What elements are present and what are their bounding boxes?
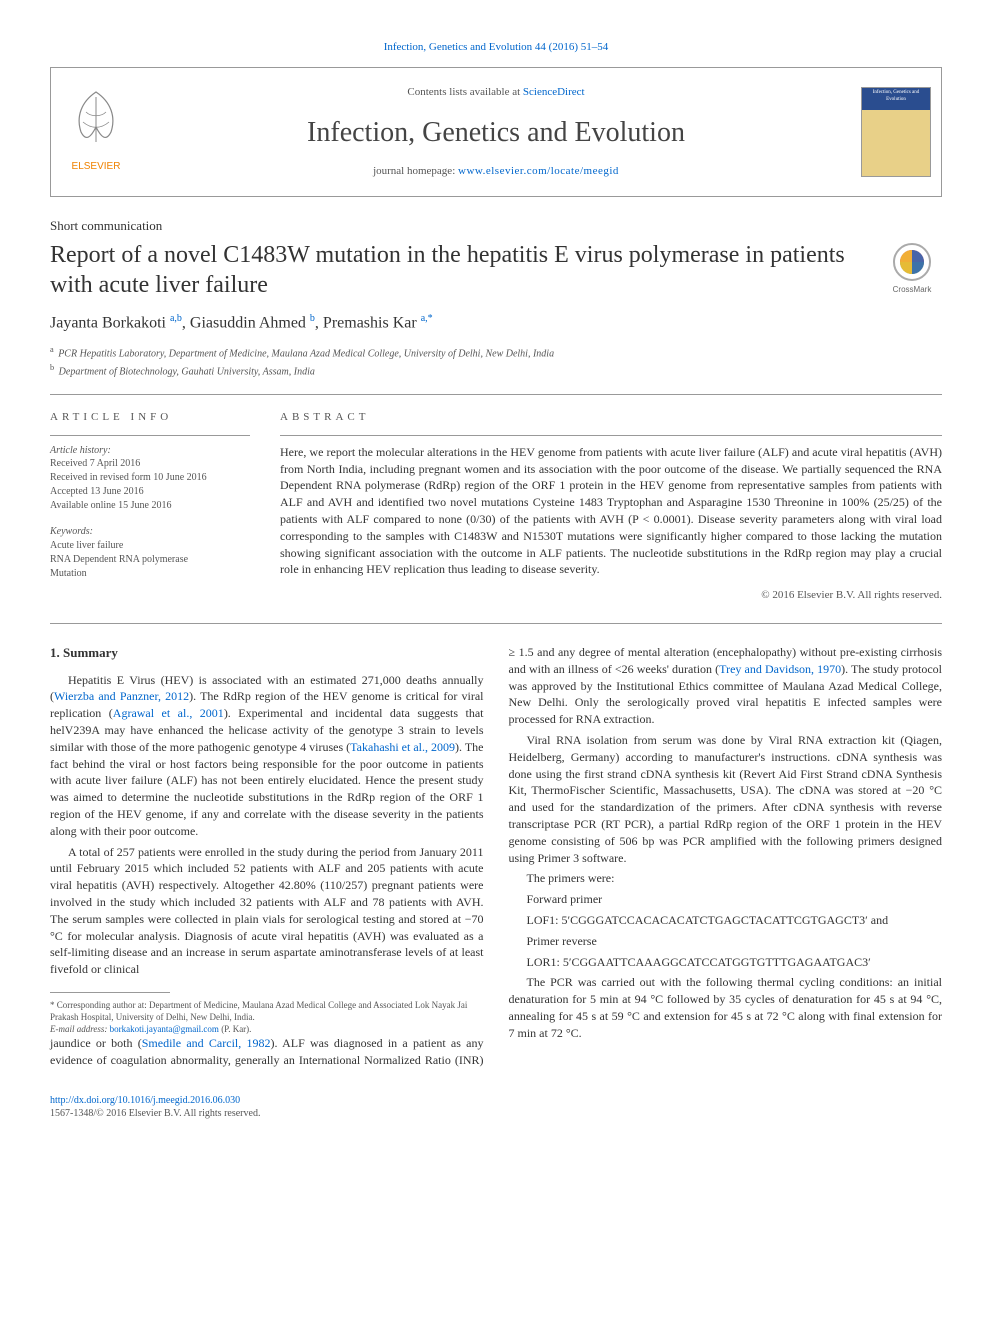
cover-thumbnail: Infection, Genetics and Evolution	[861, 87, 931, 177]
body-paragraph: Hepatitis E Virus (HEV) is associated wi…	[50, 672, 484, 840]
abstract-copyright: © 2016 Elsevier B.V. All rights reserved…	[280, 588, 942, 603]
history-item: Accepted 13 June 2016	[50, 485, 250, 499]
info-head: ARTICLE INFO	[50, 410, 250, 425]
header-center: Contents lists available at ScienceDirec…	[141, 68, 851, 196]
email-suffix: (P. Kar).	[219, 1024, 252, 1034]
footnote-text: * Corresponding author at: Department of…	[50, 999, 484, 1023]
history-item: Received in revised form 10 June 2016	[50, 471, 250, 485]
abstract-text: Here, we report the molecular alteration…	[280, 444, 942, 578]
homepage-label: journal homepage:	[373, 165, 458, 177]
primer-fwd-label: Forward primer	[509, 891, 943, 908]
primer-rev-seq: LOR1: 5′CGGAATTCAAAGGCATCCATGGTGTTTGAGAA…	[509, 954, 943, 971]
sciencedirect-link[interactable]: ScienceDirect	[523, 86, 585, 98]
affiliations: a PCR Hepatitis Laboratory, Department o…	[50, 344, 942, 379]
article-info: ARTICLE INFO Article history: Received 7…	[50, 410, 250, 603]
primer-rev-label: Primer reverse	[509, 933, 943, 950]
elsevier-logo: ELSEVIER	[51, 68, 141, 196]
body-paragraph: Viral RNA isolation from serum was done …	[509, 732, 943, 866]
keyword-item: Mutation	[50, 567, 250, 581]
section-heading: 1. Summary	[50, 644, 484, 662]
crossmark-badge[interactable]: CrossMark	[882, 240, 942, 300]
history-label: Article history:	[50, 444, 250, 458]
contents-line: Contents lists available at ScienceDirec…	[151, 85, 841, 100]
divider-2	[50, 623, 942, 624]
svg-text:ELSEVIER: ELSEVIER	[72, 161, 121, 172]
page-footer: http://dx.doi.org/10.1016/j.meegid.2016.…	[50, 1094, 942, 1121]
abstract: ABSTRACT Here, we report the molecular a…	[280, 410, 942, 603]
homepage-link[interactable]: www.elsevier.com/locate/meegid	[458, 165, 619, 177]
affiliation: a PCR Hepatitis Laboratory, Department o…	[50, 344, 942, 361]
footnote-email: E-mail address: borkakoti.jayanta@gmail.…	[50, 1023, 484, 1035]
article-body: 1. Summary Hepatitis E Virus (HEV) is as…	[50, 644, 942, 1069]
svg-text:CrossMark: CrossMark	[893, 285, 933, 294]
history-item: Available online 15 June 2016	[50, 499, 250, 513]
primers-intro: The primers were:	[509, 870, 943, 887]
primer-fwd-seq: LOF1: 5′CGGGATCCACACACATCTGAGCTACATTCGTG…	[509, 912, 943, 929]
corresponding-footnote: * Corresponding author at: Department of…	[50, 999, 484, 1035]
doi-link[interactable]: http://dx.doi.org/10.1016/j.meegid.2016.…	[50, 1094, 942, 1108]
article-type: Short communication	[50, 217, 942, 235]
divider	[50, 394, 942, 395]
journal-header: ELSEVIER Contents lists available at Sci…	[50, 67, 942, 197]
keyword-item: Acute liver failure	[50, 539, 250, 553]
affiliation: b Department of Biotechnology, Gauhati U…	[50, 362, 942, 379]
email-link[interactable]: borkakoti.jayanta@gmail.com	[110, 1024, 219, 1034]
journal-cover: Infection, Genetics and Evolution	[851, 68, 941, 196]
history-item: Received 7 April 2016	[50, 457, 250, 471]
authors: Jayanta Borkakoti a,b, Giasuddin Ahmed b…	[50, 312, 942, 334]
email-label: E-mail address:	[50, 1024, 110, 1034]
journal-name: Infection, Genetics and Evolution	[151, 114, 841, 152]
keywords-label: Keywords:	[50, 525, 250, 539]
article-title: Report of a novel C1483W mutation in the…	[50, 240, 867, 300]
keyword-item: RNA Dependent RNA polymerase	[50, 553, 250, 567]
journal-homepage: journal homepage: www.elsevier.com/locat…	[151, 164, 841, 179]
footnote-separator	[50, 992, 170, 993]
abstract-head: ABSTRACT	[280, 410, 942, 425]
body-paragraph: A total of 257 patients were enrolled in…	[50, 844, 484, 978]
top-citation[interactable]: Infection, Genetics and Evolution 44 (20…	[50, 40, 942, 55]
body-paragraph: The PCR was carried out with the followi…	[509, 974, 943, 1041]
contents-label: Contents lists available at	[407, 86, 522, 98]
issn-copyright: 1567-1348/© 2016 Elsevier B.V. All right…	[50, 1107, 942, 1121]
